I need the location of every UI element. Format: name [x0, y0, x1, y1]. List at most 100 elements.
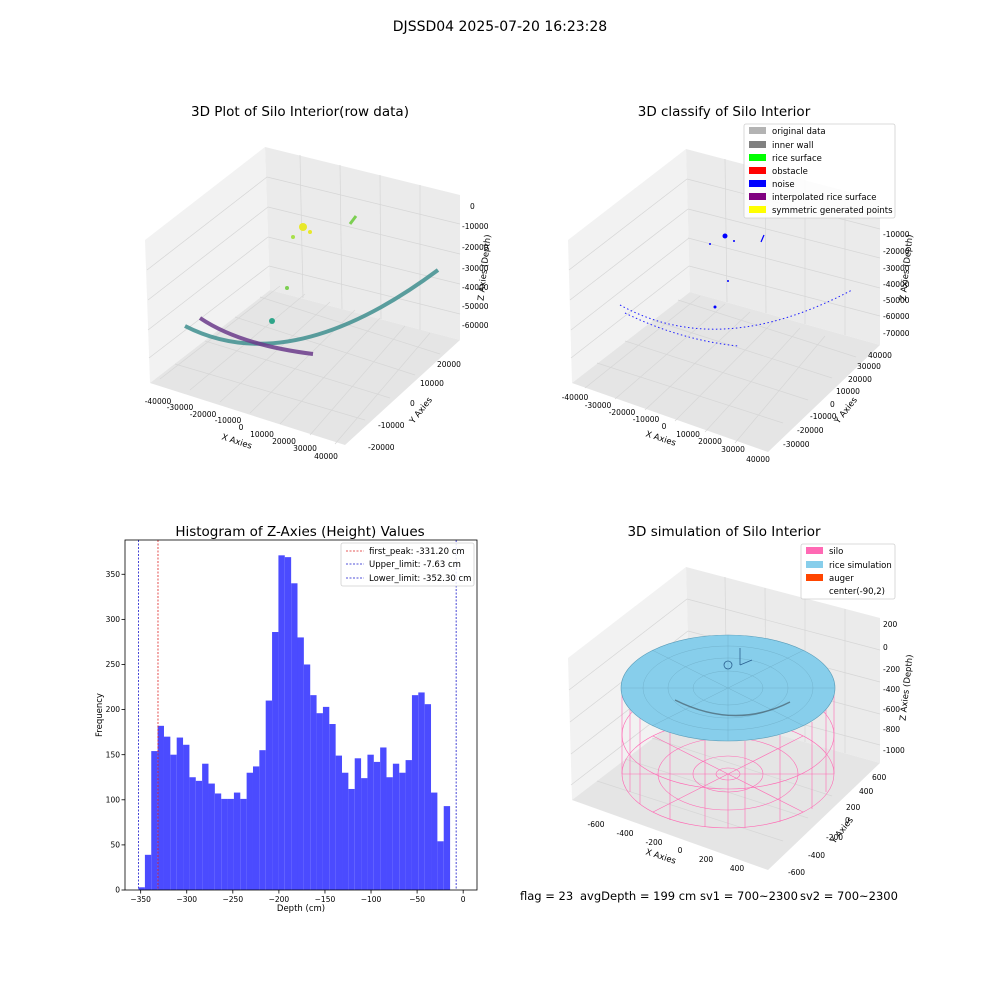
svg-text:-600: -600: [587, 820, 604, 829]
histogram-bar: [361, 778, 368, 890]
histogram-bar: [221, 798, 228, 890]
svg-text:-30000: -30000: [585, 401, 612, 410]
svg-text:-60000: -60000: [462, 321, 489, 330]
svg-text:-40000: -40000: [883, 280, 910, 289]
svg-text:-10000: -10000: [633, 415, 660, 424]
histogram-bar: [265, 700, 273, 890]
classify-z-label: Z Axies (Depth): [899, 234, 916, 301]
svg-text:30000: 30000: [293, 444, 317, 453]
svg-text:0: 0: [662, 422, 667, 431]
svg-text:-30000: -30000: [167, 403, 194, 412]
histogram-bar: [183, 744, 190, 890]
panel-classify: 3D classify of Silo Interior -40000 -300…: [562, 104, 916, 464]
histogram-bar: [202, 763, 209, 890]
histogram-bar: [431, 792, 438, 890]
histogram-bar: [278, 555, 285, 890]
raw-green-point: [285, 286, 289, 290]
histogram-bar: [354, 758, 362, 890]
histogram-bar: [329, 724, 336, 890]
histogram-bar: [233, 792, 241, 890]
histogram-x-tick-label: −350: [130, 895, 151, 904]
histogram-bar: [195, 780, 203, 890]
histogram-bar: [392, 763, 400, 890]
svg-text:-20000: -20000: [883, 247, 910, 256]
rice-depression: [674, 699, 791, 717]
footer-sv2: sv2 = 700~2300: [800, 889, 898, 903]
svg-text:inner wall: inner wall: [772, 141, 813, 151]
raw-right-pane: [265, 147, 460, 340]
histogram-bar: [240, 798, 247, 890]
histogram-x-tick-label: −50: [409, 895, 425, 904]
histogram-bar: [418, 692, 425, 890]
svg-text:-40000: -40000: [462, 283, 489, 292]
svg-text:-1000: -1000: [883, 746, 905, 755]
histogram-legend: first_peak: -331.20 cm Upper_limit: -7.6…: [340, 542, 475, 587]
histogram-x-tick-label: −150: [315, 895, 336, 904]
raw-floor-pane: [150, 290, 460, 445]
raw-x-label: X Axies: [220, 432, 253, 451]
svg-text:-20000: -20000: [797, 426, 824, 435]
classify-noise-point: [713, 305, 717, 309]
svg-text:20000: 20000: [437, 360, 461, 369]
svg-text:-40000: -40000: [145, 397, 172, 406]
histogram-x-label: Depth (cm): [277, 904, 325, 914]
histogram-bar: [443, 806, 451, 890]
histogram-x-tick-label: −300: [176, 895, 197, 904]
histogram-x-tick-label: −250: [223, 895, 244, 904]
panel-raw-data: 3D Plot of Silo Interior(row data) -4000: [145, 104, 494, 461]
histogram-bar: [316, 713, 323, 890]
raw-green-streak: [348, 215, 358, 225]
rice-surface-mesh: [621, 635, 835, 741]
svg-text:noise: noise: [772, 180, 795, 190]
sim-y-ticks: -600 -400 -200 0 200 400 600: [788, 773, 887, 877]
svg-text:-50000: -50000: [462, 302, 489, 311]
histogram-bar: [157, 725, 164, 890]
histogram-bar: [411, 695, 419, 890]
panel-classify-title: 3D classify of Silo Interior: [638, 104, 811, 120]
classify-back-pane: [568, 149, 690, 383]
histogram-bar: [189, 777, 196, 890]
svg-text:10000: 10000: [420, 379, 444, 388]
svg-text:10000: 10000: [836, 387, 860, 396]
classify-legend: original data inner wall rice surface ob…: [743, 123, 896, 219]
footer-flag: flag = 23: [520, 889, 573, 903]
svg-text:0: 0: [470, 202, 475, 211]
svg-text:Lower_limit: -352.30 cm: Lower_limit: -352.30 cm: [369, 574, 471, 584]
svg-text:0: 0: [883, 643, 888, 652]
svg-text:40000: 40000: [314, 452, 338, 461]
histogram-y-tick-label: 250: [106, 660, 121, 669]
histogram-x-tick-label: −100: [361, 895, 382, 904]
classify-noise-point-2: [727, 280, 729, 282]
panel-simulation: 3D simulation of Silo Interior: [568, 524, 915, 877]
histogram-bar: [310, 695, 317, 890]
raw-yellow-cluster: [299, 223, 307, 231]
svg-text:-400: -400: [808, 851, 825, 860]
svg-text:-10000: -10000: [462, 222, 489, 231]
panel-raw-title: 3D Plot of Silo Interior(row data): [191, 104, 409, 120]
histogram-bar: [348, 788, 355, 890]
svg-text:-200: -200: [645, 838, 662, 847]
svg-text:10000: 10000: [250, 430, 274, 439]
histogram-reference-lines: [138, 540, 457, 890]
sim-z-label: Z Axies (Depth): [899, 654, 916, 721]
svg-text:silo: silo: [829, 547, 843, 557]
histogram-bar: [322, 706, 330, 890]
histogram-bar: [214, 793, 222, 890]
svg-text:0: 0: [678, 846, 683, 855]
histogram-y-label: Frequency: [95, 693, 105, 737]
svg-text:20000: 20000: [272, 437, 296, 446]
classify-noise-arc: [619, 289, 853, 330]
histogram-bar: [176, 737, 184, 890]
histogram-plot-frame: [124, 539, 478, 891]
classify-noise-arc-2: [624, 312, 739, 347]
histogram-bar: [170, 754, 177, 890]
svg-text:-20000: -20000: [368, 443, 395, 452]
svg-text:original data: original data: [772, 127, 826, 137]
svg-text:600: 600: [872, 773, 887, 782]
raw-teal-blob: [269, 318, 275, 324]
histogram-bar: [297, 637, 304, 890]
svg-text:-30000: -30000: [783, 440, 810, 449]
raw-purple-arc: [198, 316, 314, 356]
footer-status: flag = 23 avgDepth = 199 cm sv1 = 700~23…: [520, 889, 898, 903]
histogram-x-ticks: −350 −300 −250 −200 −150 −100 −50 0: [130, 890, 466, 904]
